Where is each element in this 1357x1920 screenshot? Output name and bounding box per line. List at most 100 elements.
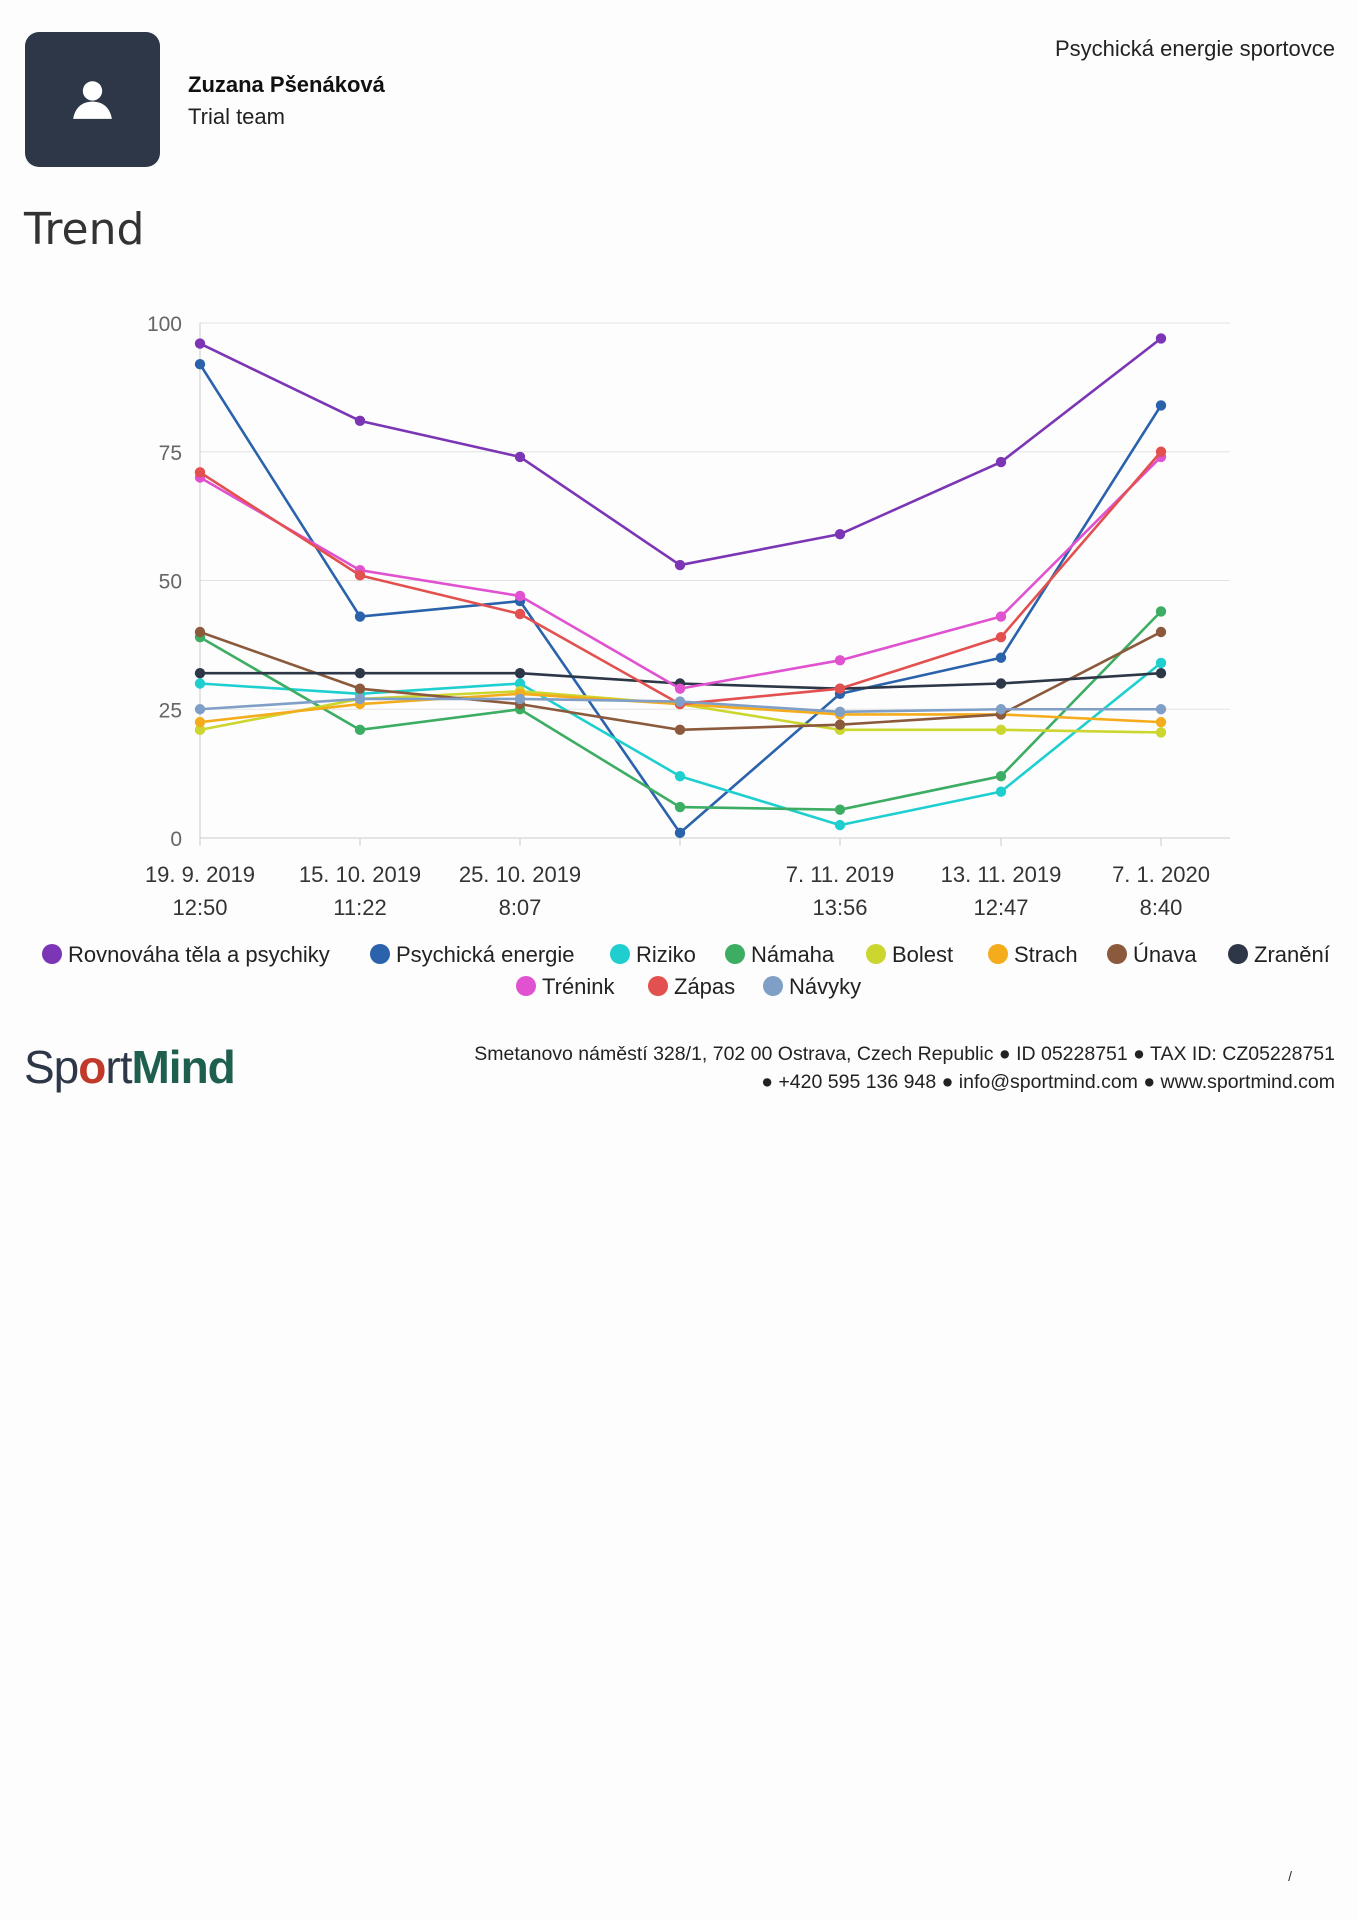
legend-marker — [370, 944, 390, 964]
avatar — [25, 32, 160, 167]
legend-label: Únava — [1133, 942, 1197, 967]
data-point — [514, 590, 526, 602]
x-tick-label: 7. 1. 2020 — [1112, 862, 1210, 887]
x-tick-label: 19. 9. 2019 — [145, 862, 255, 887]
data-point — [834, 528, 846, 540]
legend-label: Zápas — [674, 974, 735, 999]
legend-marker — [610, 944, 630, 964]
legend-label: Strach — [1014, 942, 1078, 967]
data-point — [354, 415, 366, 427]
data-point — [514, 678, 526, 689]
legend-label: Riziko — [636, 942, 696, 967]
legend-marker — [725, 944, 745, 964]
data-point — [674, 771, 686, 782]
page-number: / — [1288, 1868, 1292, 1884]
data-point — [995, 456, 1007, 468]
data-point — [194, 359, 206, 370]
x-tick-label: 12:47 — [973, 895, 1028, 920]
series-line — [199, 450, 1162, 706]
x-tick-label: 25. 10. 2019 — [459, 862, 581, 887]
y-tick-label: 0 — [170, 828, 182, 851]
data-point — [674, 724, 686, 736]
legend-marker — [1107, 944, 1127, 964]
y-tick-label: 25 — [159, 699, 182, 722]
sportmind-logo: SportMind — [24, 1041, 236, 1093]
data-point — [674, 683, 686, 694]
data-point — [354, 693, 366, 705]
company-address: Smetanovo náměstí 328/1, 702 00 Ostrava,… — [474, 1043, 1335, 1065]
data-point — [194, 626, 206, 638]
company-contact: ● +420 595 136 948 ● info@sportmind.com … — [761, 1071, 1335, 1093]
data-point — [674, 559, 686, 571]
legend-label: Trénink — [542, 974, 616, 999]
data-point — [995, 704, 1007, 715]
legend-marker — [516, 976, 536, 996]
series-line — [199, 455, 1162, 690]
data-point — [1155, 668, 1167, 679]
y-tick-label: 100 — [147, 313, 182, 336]
data-point — [834, 719, 846, 730]
legend-marker — [763, 976, 783, 996]
user-silhouette-icon — [73, 81, 112, 119]
team-name: Trial team — [188, 104, 285, 129]
data-point — [995, 786, 1007, 797]
data-point — [834, 655, 846, 666]
x-tick-label: 13:56 — [812, 895, 867, 920]
company-info: Smetanovo náměstí 328/1, 702 00 Ostrava,… — [474, 1040, 1335, 1096]
data-point — [194, 678, 206, 689]
data-point — [1155, 400, 1167, 411]
data-point — [674, 696, 686, 707]
data-point — [995, 611, 1007, 622]
legend-marker — [988, 944, 1008, 964]
data-point — [1155, 606, 1167, 617]
data-point — [995, 678, 1007, 689]
data-point — [834, 683, 846, 694]
data-point — [194, 724, 206, 736]
data-point — [674, 827, 686, 839]
x-tick-label: 11:22 — [333, 895, 386, 920]
data-point — [1155, 657, 1167, 669]
trend-chart: 0 25 50 75 100 19. 9. 2019 12:50 15. 10. 2019 11… — [42, 313, 1330, 999]
data-point — [995, 771, 1007, 782]
data-point — [194, 704, 206, 715]
x-tick-label: 7. 11. 2019 — [786, 862, 894, 887]
data-point — [834, 706, 846, 718]
data-point — [514, 608, 526, 620]
x-tick-label: 8:40 — [1140, 895, 1183, 920]
data-point — [194, 716, 206, 728]
section-title: Trend — [24, 204, 145, 255]
legend-label: Námaha — [751, 942, 835, 967]
data-point — [194, 668, 206, 679]
data-point — [354, 683, 366, 694]
legend-label: Zranění — [1254, 942, 1330, 967]
y-tick-label: 50 — [159, 571, 182, 594]
legend-marker — [648, 976, 668, 996]
data-point — [1155, 333, 1167, 344]
x-tick-label: 15. 10. 2019 — [299, 862, 421, 887]
data-point — [995, 724, 1007, 736]
x-tick-label: 8:07 — [499, 895, 542, 920]
data-point — [834, 804, 846, 815]
legend-label: Rovnováha těla a psychiky — [68, 942, 330, 967]
data-point — [674, 801, 686, 813]
data-point — [995, 652, 1007, 663]
data-point — [1155, 704, 1167, 715]
data-point — [834, 819, 846, 831]
data-point — [995, 631, 1007, 643]
data-point — [194, 338, 206, 349]
x-tick-label: 13. 11. 2019 — [941, 862, 1062, 887]
data-point — [514, 451, 526, 463]
data-point — [1155, 626, 1167, 638]
data-point — [1155, 446, 1167, 457]
data-point — [514, 668, 526, 679]
legend-marker — [42, 944, 62, 964]
legend-marker — [866, 944, 886, 964]
series-line — [198, 363, 1163, 835]
data-point — [514, 693, 526, 705]
data-point — [194, 467, 206, 478]
data-point — [354, 668, 366, 679]
data-point — [354, 570, 366, 581]
data-point — [1155, 727, 1167, 738]
legend-marker — [1228, 944, 1248, 964]
data-point — [1155, 716, 1167, 728]
